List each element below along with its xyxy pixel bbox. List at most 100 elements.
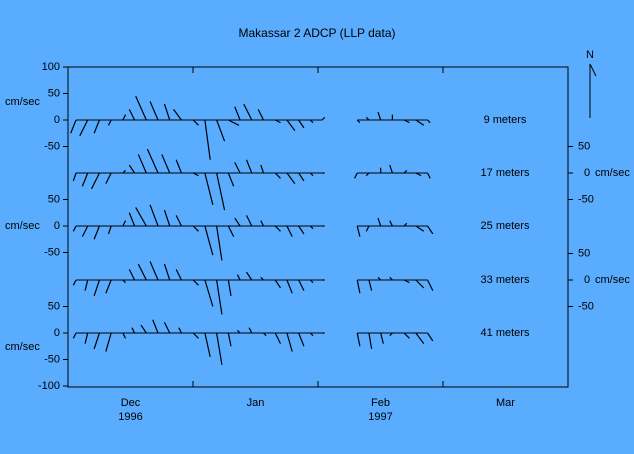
chart-title: Makassar 2 ADCP (LLP data)	[239, 26, 396, 40]
stick	[105, 279, 112, 294]
stick	[173, 109, 182, 121]
stick	[72, 279, 77, 286]
stick	[128, 109, 136, 121]
stick	[149, 101, 159, 121]
y-tick-label: -50	[44, 353, 60, 365]
y-tick-label: 50	[578, 247, 590, 259]
stick	[175, 269, 182, 281]
y-tick-label: -100	[38, 380, 60, 392]
stick	[93, 119, 100, 134]
stick	[216, 279, 223, 315]
stick	[286, 332, 293, 352]
stick	[354, 172, 358, 179]
stick	[356, 279, 361, 294]
stick	[107, 119, 112, 126]
stick	[216, 225, 223, 261]
stick	[403, 332, 410, 339]
stick	[260, 164, 265, 174]
stick	[257, 109, 265, 121]
north-arrow-head	[589, 63, 597, 77]
stick	[227, 172, 235, 187]
stick	[146, 148, 159, 174]
y-tick-label: 0	[584, 167, 590, 179]
stick	[81, 172, 89, 187]
stick	[128, 269, 136, 281]
stick	[128, 212, 136, 227]
stick	[216, 172, 226, 211]
stick	[131, 327, 136, 334]
stick	[286, 279, 293, 294]
y-tick-label: 0	[54, 114, 60, 126]
stick	[192, 332, 199, 339]
stick	[415, 279, 425, 289]
stick	[192, 119, 199, 126]
stick	[274, 225, 281, 232]
depth-label: 17 meters	[481, 167, 530, 179]
stick	[137, 154, 147, 174]
stick	[163, 263, 171, 281]
stick	[227, 279, 232, 296]
stick	[368, 279, 373, 291]
stick	[84, 332, 89, 344]
stick	[105, 332, 112, 352]
unit-label: cm/sec	[595, 274, 630, 286]
stick	[192, 279, 199, 286]
stick	[93, 225, 100, 240]
stick	[128, 164, 136, 174]
stick	[137, 263, 147, 281]
stick	[389, 220, 393, 227]
stick	[298, 225, 305, 235]
stick	[298, 119, 305, 129]
stick	[204, 225, 214, 256]
stick	[216, 332, 223, 365]
stick	[286, 119, 296, 131]
stick	[377, 111, 382, 121]
stick	[107, 225, 112, 235]
stick	[72, 172, 77, 182]
stick	[274, 172, 281, 179]
stick	[122, 114, 127, 121]
stick	[234, 217, 241, 227]
y-tick-label: 100	[42, 61, 60, 73]
stick	[81, 225, 89, 237]
stick	[79, 119, 89, 137]
stick	[122, 332, 127, 339]
stick	[248, 327, 253, 334]
unit-label: cm/sec	[595, 167, 630, 179]
stick	[236, 274, 241, 281]
stick	[286, 225, 293, 237]
stick	[274, 332, 282, 344]
stick	[427, 332, 434, 342]
y-tick-label: -50	[44, 246, 60, 258]
stick	[72, 332, 77, 339]
depth-label: 25 meters	[481, 220, 530, 232]
stick	[234, 106, 241, 121]
stick	[70, 119, 77, 134]
x-tick-label: Mar	[496, 397, 515, 409]
stick	[415, 225, 425, 232]
stick	[90, 172, 100, 190]
stick	[298, 332, 305, 347]
year-label: 1997	[368, 411, 392, 423]
unit-label: cm/sec	[5, 96, 40, 108]
x-tick-label: Jan	[247, 397, 265, 409]
y-tick-label: 50	[48, 87, 60, 99]
north-label: N	[586, 49, 594, 61]
stick	[140, 324, 147, 334]
stick	[427, 225, 434, 235]
y-tick-label: 50	[48, 300, 60, 312]
stick	[204, 172, 214, 205]
y-tick-label: 50	[48, 193, 60, 205]
stick	[163, 209, 171, 227]
stick	[427, 172, 431, 179]
stick	[72, 225, 77, 232]
stick	[356, 225, 361, 237]
unit-label: cm/sec	[5, 220, 40, 232]
stick	[216, 119, 226, 142]
stick	[161, 154, 171, 174]
stick	[163, 322, 171, 334]
stick	[245, 271, 253, 281]
stick	[93, 332, 101, 350]
stick	[93, 279, 101, 297]
